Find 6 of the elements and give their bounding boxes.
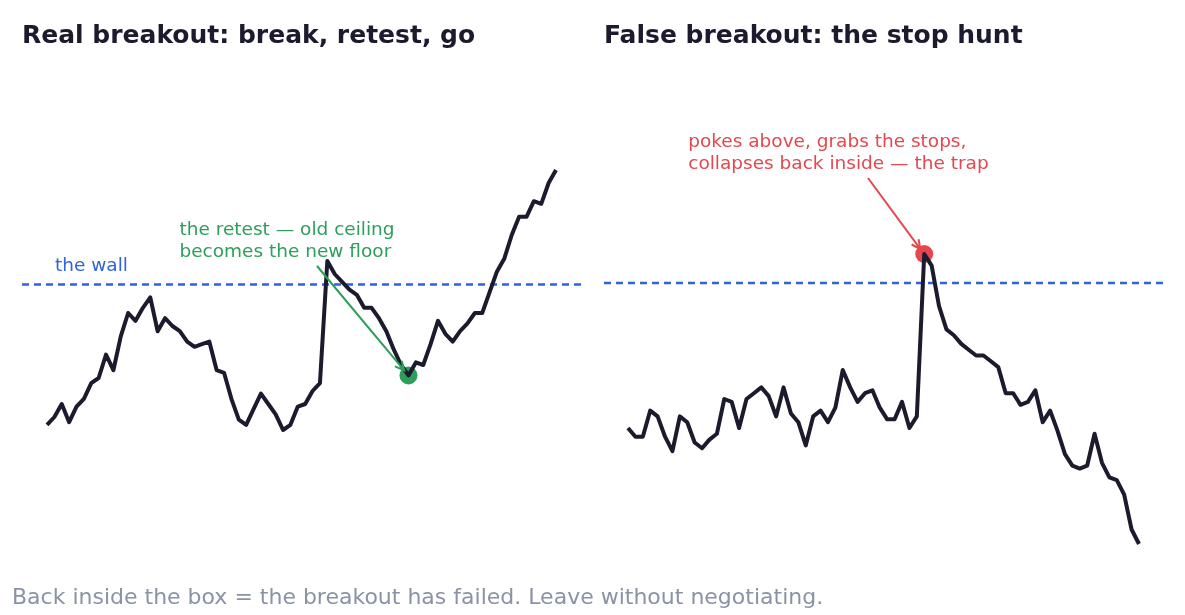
ref-line-label: the wall [55, 254, 128, 276]
chart-title: False breakout: the stop hunt [604, 20, 1023, 49]
annotation: the retest — old ceiling becomes the new floor [179, 218, 395, 263]
text: Back inside the box = the breakout has failed. Leave without negotiating. [12, 584, 824, 609]
text: pokes above, grabs the stops, collapses back inside — the trap [688, 130, 989, 174]
chart-title: Real breakout: break, retest, go [22, 20, 476, 49]
